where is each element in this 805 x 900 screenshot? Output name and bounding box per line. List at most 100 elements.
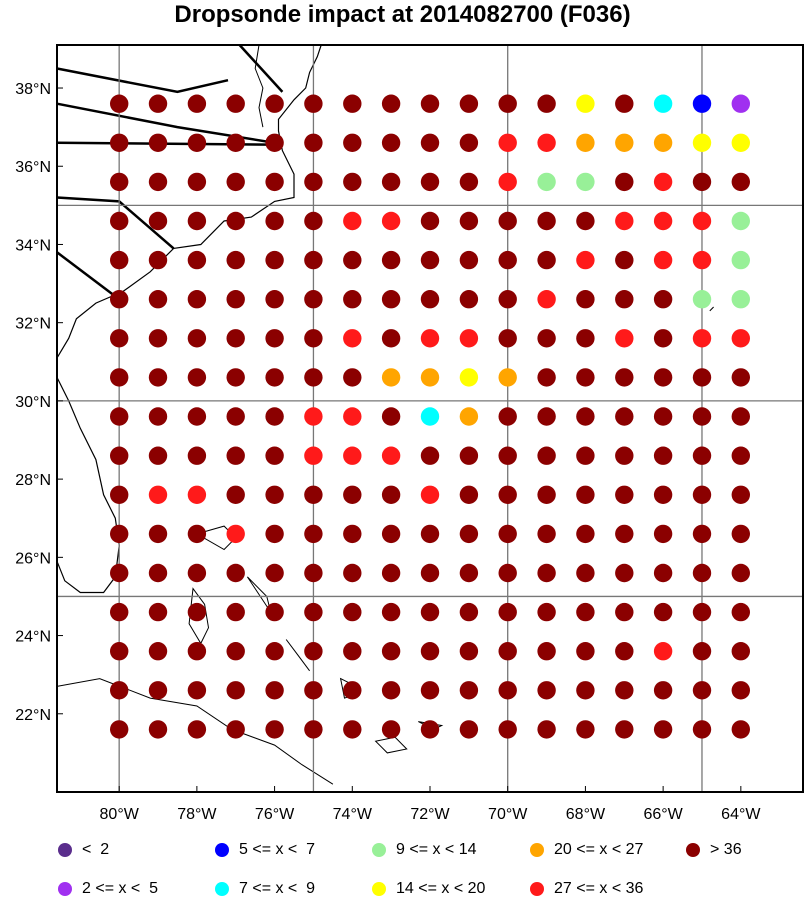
impact-point bbox=[187, 485, 207, 504]
impact-point bbox=[498, 94, 517, 113]
impact-point bbox=[615, 329, 634, 348]
impact-point bbox=[576, 681, 595, 700]
impact-point bbox=[420, 446, 440, 465]
impact-point bbox=[653, 681, 673, 700]
impact-point bbox=[110, 94, 129, 113]
impact-point bbox=[148, 446, 168, 465]
impact-point bbox=[148, 250, 168, 270]
impact-point bbox=[615, 720, 634, 739]
impact-point bbox=[498, 407, 517, 426]
impact-point bbox=[110, 407, 129, 426]
impact-point bbox=[265, 211, 284, 231]
impact-point bbox=[731, 524, 750, 544]
impact-point bbox=[343, 250, 362, 270]
x-tick-label: 70°W bbox=[488, 806, 528, 823]
island-outline bbox=[246, 576, 272, 613]
impact-point bbox=[304, 524, 323, 544]
impact-point bbox=[226, 485, 245, 504]
impact-point bbox=[731, 290, 750, 309]
impact-point bbox=[692, 250, 712, 270]
impact-point bbox=[304, 250, 323, 270]
impact-point bbox=[420, 407, 440, 426]
impact-point bbox=[148, 290, 168, 309]
impact-point bbox=[343, 290, 362, 309]
impact-point bbox=[576, 290, 595, 309]
impact-point bbox=[304, 407, 323, 426]
impact-point bbox=[343, 485, 362, 504]
impact-point bbox=[343, 211, 362, 231]
impact-point bbox=[459, 524, 479, 544]
impact-point bbox=[265, 720, 284, 739]
impact-point bbox=[381, 329, 401, 348]
impact-point bbox=[148, 720, 168, 739]
x-tick-label: 64°W bbox=[721, 806, 761, 823]
impact-point bbox=[653, 524, 673, 544]
impact-point bbox=[653, 133, 673, 152]
legend-label: 9 <= x < 14 bbox=[396, 841, 477, 858]
impact-point bbox=[653, 94, 673, 113]
y-tick-label: 32°N bbox=[15, 316, 51, 333]
impact-point bbox=[381, 720, 401, 739]
y-tick-label: 38°N bbox=[15, 81, 51, 98]
impact-point bbox=[459, 720, 479, 739]
impact-point bbox=[381, 250, 401, 270]
impact-point bbox=[731, 602, 750, 622]
impact-point bbox=[381, 172, 401, 192]
impact-point bbox=[265, 250, 284, 270]
impact-point bbox=[420, 602, 440, 622]
impact-point bbox=[187, 211, 207, 231]
legend-swatch bbox=[372, 882, 386, 896]
impact-point bbox=[110, 681, 129, 700]
state-boundary bbox=[56, 141, 283, 146]
impact-point bbox=[343, 446, 362, 465]
impact-point bbox=[615, 485, 634, 504]
impact-point bbox=[381, 211, 401, 231]
impact-point bbox=[187, 446, 207, 465]
impact-point bbox=[110, 368, 129, 387]
impact-point bbox=[731, 368, 750, 387]
impact-point bbox=[498, 563, 517, 583]
legend-swatch bbox=[215, 882, 229, 896]
impact-point bbox=[381, 290, 401, 309]
impact-point bbox=[459, 642, 479, 661]
state-boundary bbox=[56, 67, 229, 94]
y-tick-label: 22°N bbox=[15, 707, 51, 724]
legend-label: 27 <= x < 36 bbox=[554, 880, 644, 897]
y-tick-label: 26°N bbox=[15, 550, 51, 567]
impact-point bbox=[537, 563, 556, 583]
impact-point bbox=[226, 133, 245, 152]
impact-point bbox=[381, 133, 401, 152]
island-outline bbox=[285, 639, 311, 672]
impact-point bbox=[576, 407, 595, 426]
impact-point bbox=[110, 446, 129, 465]
impact-point bbox=[692, 407, 712, 426]
impact-point bbox=[692, 642, 712, 661]
legend-label: 2 <= x < 5 bbox=[82, 880, 159, 897]
legend-label: < 2 bbox=[82, 841, 110, 858]
impact-point bbox=[576, 172, 595, 192]
impact-point bbox=[226, 446, 245, 465]
impact-point bbox=[459, 94, 479, 113]
impact-point bbox=[265, 524, 284, 544]
impact-point bbox=[731, 485, 750, 504]
impact-point bbox=[343, 720, 362, 739]
impact-point bbox=[187, 290, 207, 309]
impact-point bbox=[731, 250, 750, 270]
impact-point bbox=[265, 172, 284, 192]
impact-point bbox=[576, 250, 595, 270]
impact-point bbox=[148, 485, 168, 504]
legend-swatch bbox=[372, 843, 386, 857]
impact-point bbox=[381, 681, 401, 700]
us-east-coastline bbox=[56, 44, 322, 359]
impact-point bbox=[498, 329, 517, 348]
impact-point bbox=[381, 563, 401, 583]
impact-point bbox=[381, 642, 401, 661]
impact-point bbox=[265, 681, 284, 700]
y-tick-label: 36°N bbox=[15, 159, 51, 176]
impact-point bbox=[343, 133, 362, 152]
impact-point bbox=[537, 524, 556, 544]
legend-label: 7 <= x < 9 bbox=[239, 880, 316, 897]
impact-point bbox=[265, 446, 284, 465]
impact-point bbox=[576, 563, 595, 583]
impact-point bbox=[226, 94, 245, 113]
